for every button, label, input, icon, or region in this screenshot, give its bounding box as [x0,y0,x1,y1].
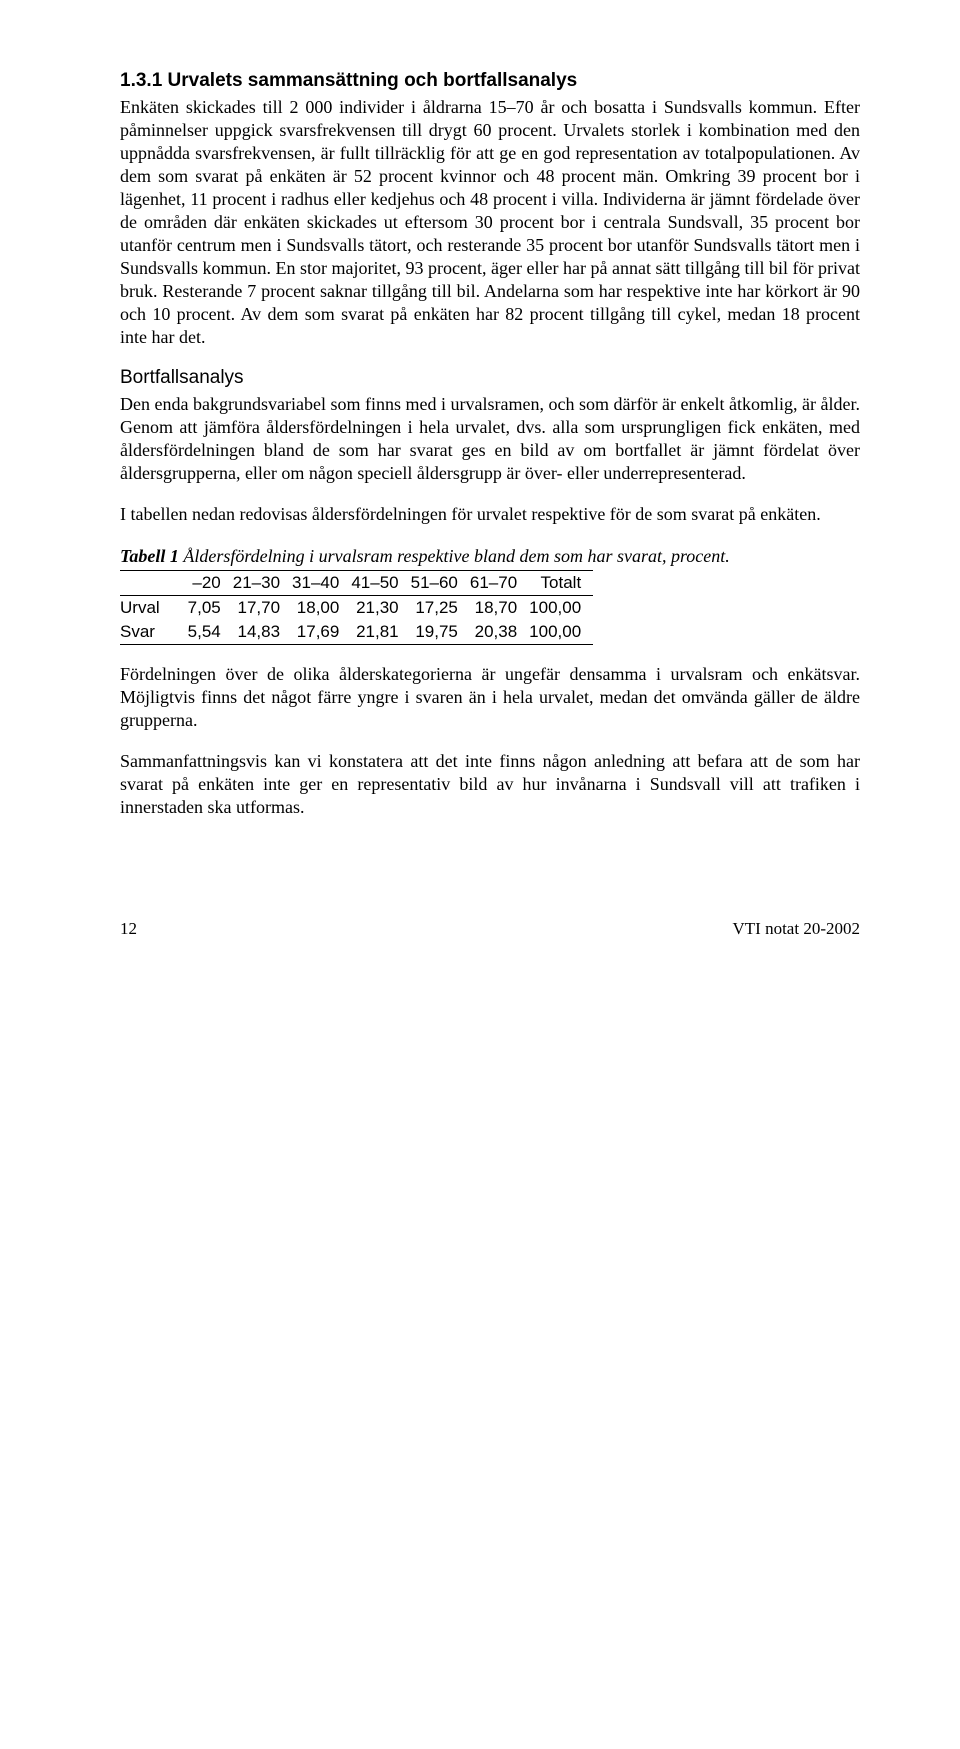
page-number: 12 [120,919,137,939]
table-col-totalt: Totalt [529,570,593,595]
table-cell: 14,83 [233,620,292,645]
table-header-row: –20 21–30 31–40 41–50 51–60 61–70 Totalt [120,570,593,595]
page: 1.3.1 Urvalets sammansättning och bortfa… [0,0,960,989]
table-col-blank [120,570,188,595]
table-cell: 21,81 [351,620,410,645]
table-col-51-60: 51–60 [411,570,470,595]
table-cell: Svar [120,620,188,645]
table-col-41-50: 41–50 [351,570,410,595]
table-cell: 100,00 [529,620,593,645]
table-cell: 7,05 [188,595,233,620]
table-cell: 17,69 [292,620,351,645]
table-cell: 5,54 [188,620,233,645]
paragraph-bortfall-2: I tabellen nedan redovisas åldersfördeln… [120,503,860,526]
paragraph-table-comment: Fördelningen över de olika ålderskategor… [120,663,860,732]
table-col-20: –20 [188,570,233,595]
table-cell: 19,75 [411,620,470,645]
table-row: Svar 5,54 14,83 17,69 21,81 19,75 20,38 … [120,620,593,645]
table-1-caption: Tabell 1 Åldersfördelning i urvalsram re… [120,545,860,568]
table-cell: 17,25 [411,595,470,620]
paragraph-summary: Sammanfattningsvis kan vi konstatera att… [120,750,860,819]
table-caption-text: Åldersfördelning i urvalsram respektive … [179,546,730,566]
table-cell: 17,70 [233,595,292,620]
document-ref: VTI notat 20-2002 [733,919,860,939]
heading-bortfallsanalys: Bortfallsanalys [120,367,860,389]
table-cell: 18,00 [292,595,351,620]
paragraph-intro: Enkäten skickades till 2 000 individer i… [120,96,860,349]
heading-1-3-1: 1.3.1 Urvalets sammansättning och bortfa… [120,70,860,92]
table-row: Urval 7,05 17,70 18,00 21,30 17,25 18,70… [120,595,593,620]
table-cell: 20,38 [470,620,529,645]
table-col-61-70: 61–70 [470,570,529,595]
table-cell: 18,70 [470,595,529,620]
paragraph-bortfall-1: Den enda bakgrundsvariabel som finns med… [120,393,860,485]
table-col-31-40: 31–40 [292,570,351,595]
table-cell: 21,30 [351,595,410,620]
table-caption-label: Tabell 1 [120,546,179,566]
table-cell: 100,00 [529,595,593,620]
page-footer: 12 VTI notat 20-2002 [120,919,860,939]
table-age-distribution: –20 21–30 31–40 41–50 51–60 61–70 Totalt… [120,570,593,645]
table-cell: Urval [120,595,188,620]
table-col-21-30: 21–30 [233,570,292,595]
